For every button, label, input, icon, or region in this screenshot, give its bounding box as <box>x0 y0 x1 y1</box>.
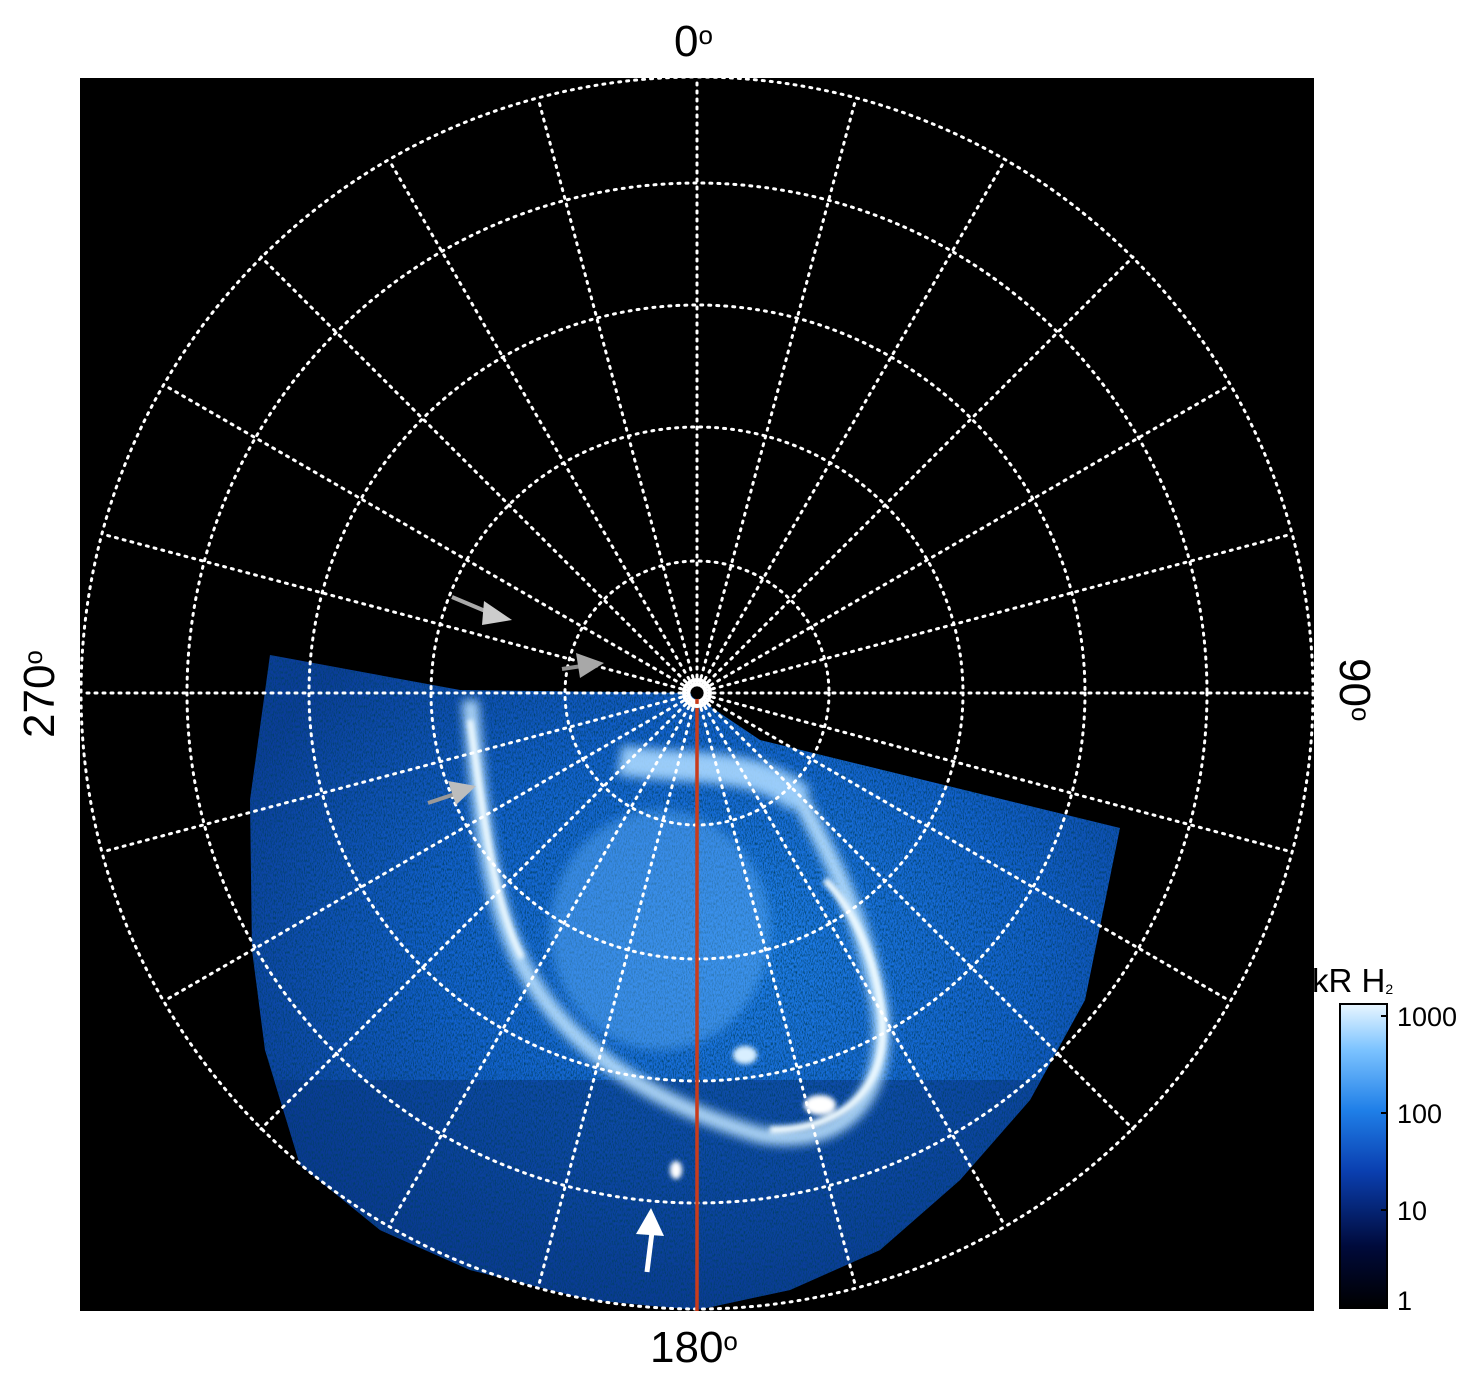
axis-label-right: 90o <box>1330 658 1379 722</box>
axis-label-top: 0o <box>674 17 713 66</box>
arrow-gray-3 <box>427 781 476 805</box>
colorbar <box>1339 1003 1388 1309</box>
axis-label-bottom: 180o <box>650 1323 738 1372</box>
arrow-gray-1 <box>451 595 512 625</box>
pole-marker <box>682 678 712 708</box>
axis-label-left: 270o <box>15 650 64 738</box>
colorbar-tick-1: 1 <box>1397 1286 1413 1316</box>
colorbar-tick-100: 100 <box>1397 1099 1443 1129</box>
colorbar-tick-10: 10 <box>1397 1196 1428 1226</box>
arrow-white <box>636 1208 664 1273</box>
colorbar-title: kR H2 <box>1312 962 1394 999</box>
arrow-gray-2 <box>561 653 604 678</box>
colorbar-tick-1000: 1000 <box>1397 1002 1458 1032</box>
